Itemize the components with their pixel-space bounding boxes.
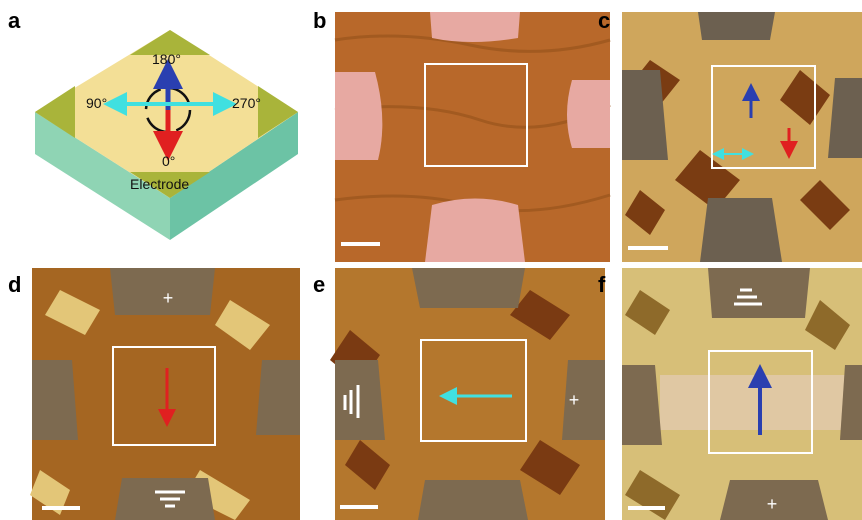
electrode: [622, 365, 662, 445]
electrode: [335, 360, 385, 440]
ground-symbol: [734, 288, 762, 306]
electrode: [708, 268, 810, 318]
electrode: [567, 80, 610, 148]
rotation-arrows: [144, 86, 192, 134]
polarity-label: +: [569, 390, 580, 410]
device-side: [35, 112, 170, 240]
selection-box: [711, 65, 816, 169]
electrode: [828, 78, 862, 158]
ground-symbol: [155, 490, 185, 508]
electrode: [430, 12, 520, 42]
selection-box: [112, 346, 216, 446]
angle-label: 180°: [152, 51, 181, 67]
angle-label: 0°: [162, 153, 175, 169]
electrode: [130, 172, 210, 198]
selection-box: [420, 339, 527, 442]
device-side: [170, 112, 298, 240]
panel-f: f +: [598, 268, 862, 520]
domain: [625, 60, 850, 235]
electrode: [622, 70, 668, 160]
electrode: [840, 365, 862, 440]
electrode: [562, 360, 605, 440]
panel-a: a 180° 90° 270° 0° Electrode: [8, 8, 298, 240]
panel-label: f: [598, 272, 606, 297]
electrode: [130, 30, 210, 55]
ground-symbol: [343, 385, 360, 418]
electrode-label: Electrode: [130, 176, 189, 192]
domain: [625, 290, 850, 520]
electrode: [720, 480, 828, 520]
polarity-label: +: [163, 288, 174, 308]
electrode: [335, 72, 383, 160]
angle-label: 90°: [86, 95, 107, 111]
electrode: [698, 12, 775, 40]
domain: [330, 290, 580, 495]
selection-box: [708, 350, 813, 454]
electrode: [425, 198, 525, 262]
domain: [30, 290, 270, 520]
selection-box: [424, 63, 528, 167]
polarity-label: +: [767, 494, 778, 514]
electrode: [35, 86, 75, 138]
panel-c: c: [598, 8, 862, 262]
panel-label: c: [598, 8, 610, 33]
panel-e: e +: [313, 268, 605, 520]
panel-label: b: [313, 8, 326, 33]
panel-label: e: [313, 272, 325, 297]
electrode: [418, 480, 528, 520]
panel-d: d +: [8, 268, 300, 520]
electrode: [412, 268, 525, 308]
panel-b: b: [313, 8, 611, 262]
electrode: [110, 268, 215, 315]
electrode: [32, 360, 78, 440]
panel-label: a: [8, 8, 21, 33]
electrode: [700, 198, 782, 262]
electrode: [258, 86, 298, 138]
angle-label: 270°: [232, 95, 261, 111]
panel-label: d: [8, 272, 21, 297]
electrode: [256, 360, 300, 435]
